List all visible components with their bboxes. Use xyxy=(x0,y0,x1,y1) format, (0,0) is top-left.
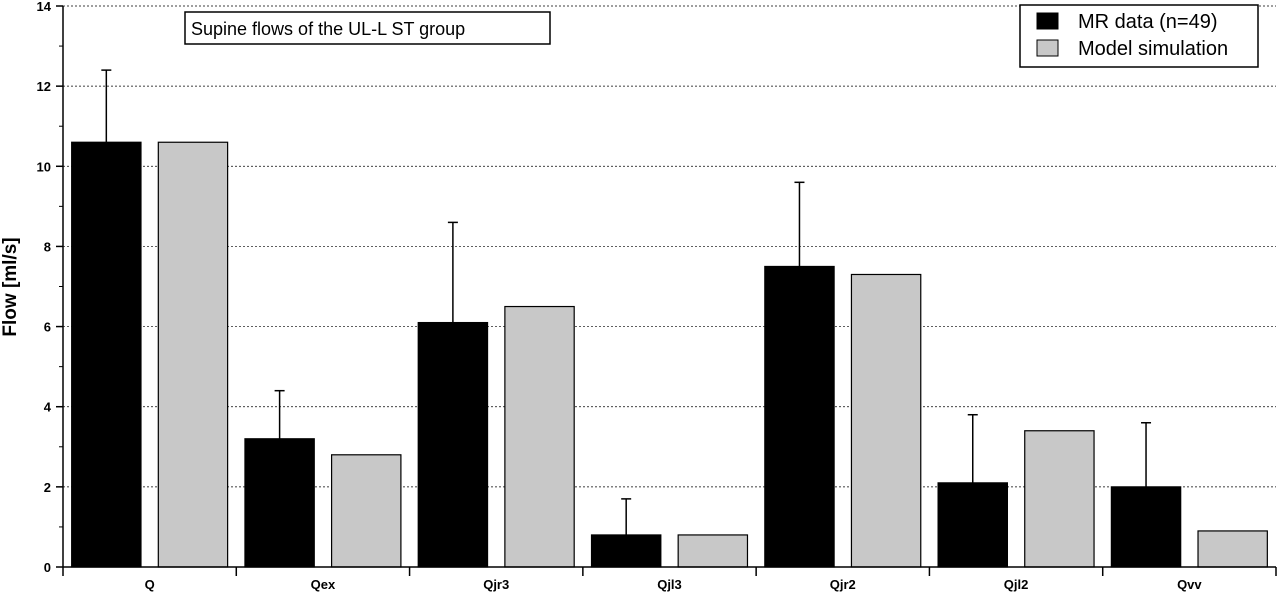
bar-mr-data xyxy=(937,482,1009,568)
bar-model-simulation xyxy=(677,534,749,568)
bar-mr-data xyxy=(244,438,315,568)
y-tick-label: 4 xyxy=(44,400,52,415)
bar-mr-data xyxy=(71,141,142,568)
legend-label-mr-data: MR data (n=49) xyxy=(1078,11,1218,33)
x-category-label: Qjl3 xyxy=(657,577,682,592)
bar-mr-data xyxy=(590,534,662,568)
legend-swatch-mr-data xyxy=(1036,12,1059,30)
y-tick-label: 8 xyxy=(44,239,51,254)
bar-model-simulation xyxy=(504,305,575,568)
bar-mr-data xyxy=(417,321,489,568)
bar-model-simulation xyxy=(850,273,922,568)
legend-swatch-model-simulation xyxy=(1036,39,1059,57)
y-axis-ticks: 0 2 4 6 8 10 12 14 xyxy=(37,0,63,575)
y-tick-label: 12 xyxy=(37,79,51,94)
bar-model-simulation xyxy=(1197,530,1268,568)
y-axis-label: Flow [ml/s] xyxy=(0,237,21,336)
chart-title: Supine flows of the UL-L ST group xyxy=(191,19,465,39)
y-tick-label: 0 xyxy=(44,560,51,575)
bar-model-simulation xyxy=(157,141,229,568)
x-category-label: Q xyxy=(145,577,155,592)
x-category-label: Qjr3 xyxy=(483,577,509,592)
legend-frame xyxy=(1019,4,1259,68)
chart-title-box: Supine flows of the UL-L ST group xyxy=(184,11,551,45)
x-category-label: Qjl2 xyxy=(1004,577,1029,592)
y-tick-label: 14 xyxy=(37,0,52,14)
x-category-label: Qvv xyxy=(1177,577,1202,592)
x-axis-ticks: Q Qex Qjr3 Qjl3 Qjr2 Qjl2 Qvv xyxy=(62,567,1277,592)
title-frame xyxy=(184,11,551,45)
gridlines xyxy=(63,5,1276,488)
bars xyxy=(71,69,1268,568)
x-category-label: Qex xyxy=(311,577,336,592)
bar-mr-data xyxy=(764,265,835,568)
bar-model-simulation xyxy=(1024,430,1095,568)
y-tick-label: 2 xyxy=(44,480,51,495)
bar-mr-data xyxy=(1110,486,1182,568)
bar-model-simulation xyxy=(330,454,402,568)
legend: MR data (n=49) Model simulation xyxy=(1019,4,1259,68)
y-tick-label: 6 xyxy=(44,320,51,335)
legend-label-model-simulation: Model simulation xyxy=(1078,38,1228,60)
y-tick-label: 10 xyxy=(37,159,51,174)
x-category-label: Qjr2 xyxy=(830,577,856,592)
